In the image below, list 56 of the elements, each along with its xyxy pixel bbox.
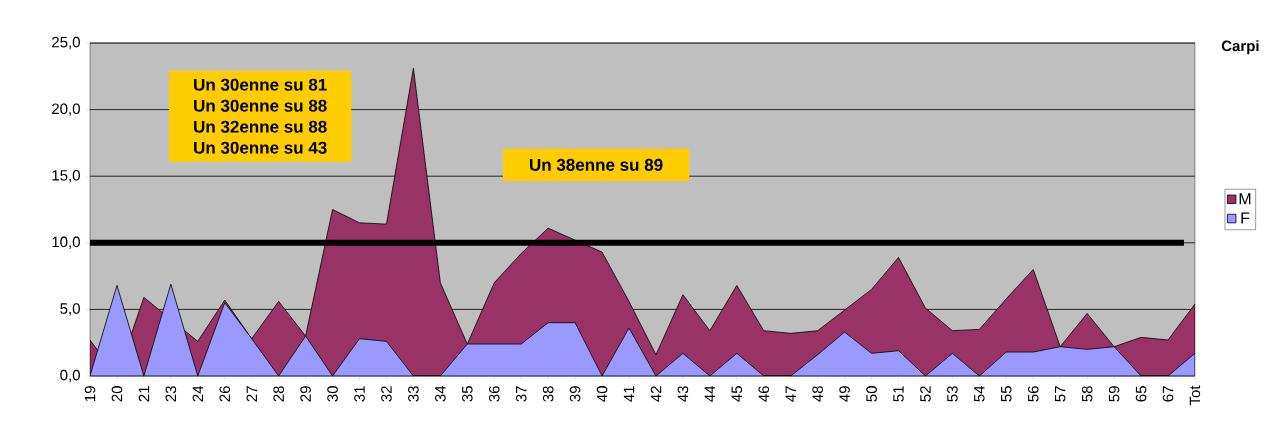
- x-tick-label: 59: [1108, 386, 1120, 402]
- x-tick-label: 53: [947, 386, 958, 402]
- x-tick-label: 50: [866, 386, 877, 402]
- x-tick-label: 30: [327, 386, 338, 402]
- x-tick-label: 19: [84, 386, 96, 402]
- x-tick-label: 43: [677, 386, 689, 402]
- legend-label: M: [1239, 193, 1251, 205]
- x-tick-label: 48: [812, 386, 823, 402]
- x-tick-label: 57: [1054, 386, 1066, 402]
- x-tick-label: 23: [165, 386, 177, 402]
- text: Carpi: [1221, 40, 1259, 55]
- x-tick-label: 47: [785, 386, 796, 402]
- x-tick-label: 44: [704, 385, 716, 402]
- y-tick-label: 5,0: [60, 303, 80, 316]
- x-tick-label: 21: [138, 386, 150, 402]
- x-tick-label: 33: [408, 386, 419, 402]
- x-tick-label: 67: [1162, 386, 1174, 402]
- y-tick-label: 25,0: [52, 36, 80, 50]
- x-tick-label: 27: [246, 386, 257, 402]
- annotation: Un 30enne su 43: [194, 141, 327, 154]
- y-tick-label: 20,0: [52, 103, 80, 116]
- x-tick-label: 20: [111, 386, 123, 402]
- annotation: Un 30enne su 88: [194, 99, 327, 112]
- x-tick-label: 46: [758, 386, 770, 402]
- x-tick-label: 54: [974, 385, 985, 402]
- x-tick-label: 58: [1081, 386, 1093, 402]
- x-tick-label: 24: [192, 385, 204, 402]
- annotation: Un 32enne su 88: [194, 120, 327, 133]
- x-tick-label: Tot: [1189, 385, 1201, 406]
- x-tick-label: 38: [542, 386, 554, 402]
- x-tick-label: 37: [515, 386, 527, 402]
- x-tick-label: 40: [596, 386, 608, 402]
- x-tick-label: 52: [920, 386, 931, 402]
- x-tick-label: 55: [1001, 386, 1012, 402]
- legend-label: F: [1241, 212, 1250, 224]
- y-tick-label: 15,0: [52, 170, 80, 183]
- x-tick-label: 39: [569, 386, 581, 402]
- annotation: Un 30enne su 81: [194, 78, 327, 91]
- x-tick-label: 49: [839, 386, 850, 402]
- x-tick-label: 36: [488, 386, 500, 402]
- x-tick-label: 32: [381, 386, 392, 402]
- x-tick-label: 34: [435, 385, 446, 402]
- x-tick-label: 29: [300, 386, 311, 402]
- y-tick-label: 0,0: [60, 369, 80, 383]
- x-tick-label: 41: [623, 386, 635, 402]
- x-tick-label: 56: [1027, 386, 1039, 402]
- x-tick-label: 42: [650, 386, 662, 402]
- x-tick-label: 26: [219, 386, 231, 402]
- x-tick-label: 65: [1135, 386, 1147, 402]
- x-tick-label: 28: [273, 386, 284, 402]
- x-tick-label: 31: [354, 386, 365, 402]
- x-tick-label: 45: [731, 386, 743, 402]
- y-tick-label: 10,0: [52, 236, 80, 249]
- x-tick-label: 35: [461, 386, 473, 402]
- x-tick-label: 51: [893, 386, 904, 402]
- annotation: Un 38enne su 89: [530, 158, 663, 171]
